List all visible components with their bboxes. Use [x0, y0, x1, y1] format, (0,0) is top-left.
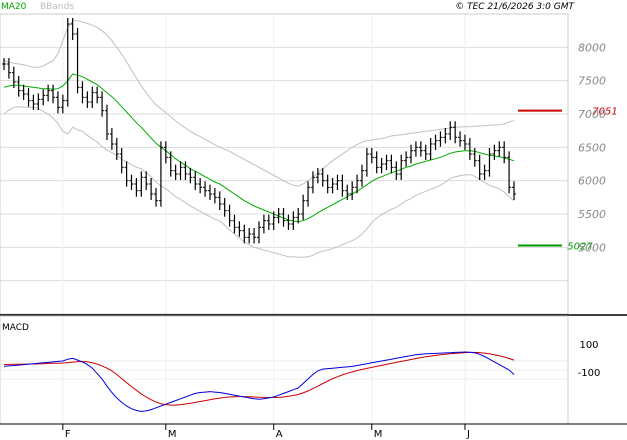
x-tick-label-2: A — [276, 429, 283, 440]
macd-tick-minus-100: -100 — [578, 368, 601, 379]
price-tick-5000: 5000 — [578, 241, 606, 254]
x-tick-label-0: F — [65, 429, 71, 440]
copyright-text: © TEC 21/6/2026 3:0 GMT — [455, 2, 575, 12]
legend-ma20: MA20 — [1, 2, 27, 12]
price-tick-8000: 8000 — [578, 41, 606, 54]
macd-signal-line — [3, 351, 515, 406]
x-tick-label-3: M — [374, 429, 383, 440]
price-tick-7500: 7500 — [578, 75, 606, 88]
legend-bbands: BBands — [40, 2, 74, 12]
bollinger-bands — [3, 20, 515, 258]
bb-lower-line — [3, 106, 515, 258]
macd-lines — [3, 351, 515, 412]
price-levels: 7051 5027 — [518, 107, 618, 253]
price-tick-6500: 6500 — [578, 141, 606, 154]
resistance-level-label: 7051 — [592, 107, 617, 118]
price-tick-5500: 5500 — [578, 208, 606, 221]
moving-average — [3, 73, 515, 223]
price-tick-6000: 6000 — [578, 175, 606, 188]
macd-grid — [0, 316, 568, 424]
price-panel-frame — [0, 13, 569, 315]
price-bars — [2, 18, 516, 244]
x-tick-label-4: J — [466, 429, 470, 440]
macd-title: MACD — [2, 323, 29, 333]
ma20-line — [3, 73, 515, 223]
x-tick-label-1: M — [168, 429, 177, 440]
price-y-axis: 5000 5500 6000 6500 7000 7500 8000 — [578, 41, 606, 254]
support-level-label: 5027 — [567, 242, 593, 253]
bb-upper-line — [3, 20, 515, 187]
macd-line — [3, 351, 515, 412]
macd-tick-100: 100 — [579, 340, 598, 351]
price-tick-7000: 7000 — [578, 108, 606, 121]
